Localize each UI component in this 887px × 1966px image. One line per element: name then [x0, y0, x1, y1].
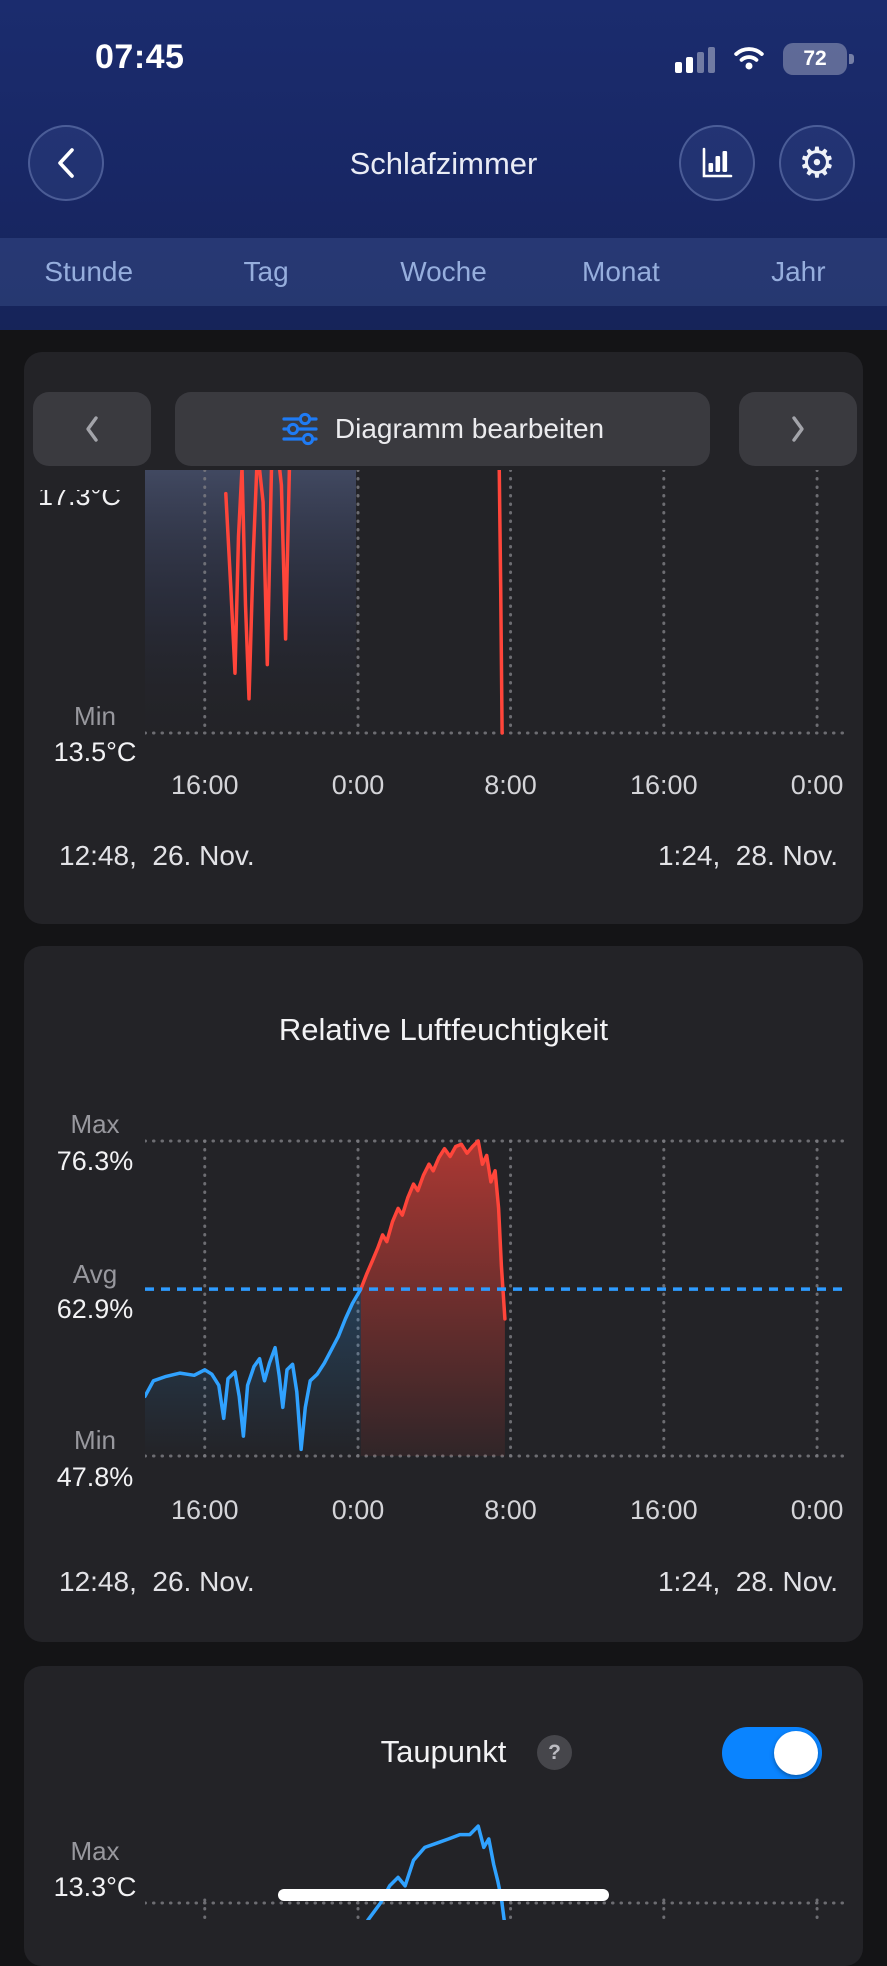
x-tick-label: 16:00 — [630, 770, 698, 800]
help-button[interactable]: ? — [537, 1735, 572, 1770]
humidity-title: Relative Luftfeuchtigkeit — [278, 1012, 609, 1047]
x-tick-label: 0:00 — [790, 1495, 844, 1525]
edit-chart-label: Diagramm bearbeiten — [334, 413, 605, 444]
time-range-tabs: Stunde Tag Woche Monat Jahr — [0, 238, 887, 306]
next-chart-button[interactable] — [739, 392, 857, 466]
chevron-left-icon — [86, 416, 98, 442]
toggle-knob — [774, 1731, 818, 1775]
humidity-chart — [145, 1139, 848, 1458]
temperature-min-value: 13.5°C — [53, 737, 137, 767]
x-tick-label: 8:00 — [484, 770, 537, 800]
top-header-section: 07:45 72 Schlafzimmer ⚙ Stunde Tag Woc — [0, 0, 887, 330]
humidity-min-label: Min — [74, 1425, 116, 1455]
dewpoint-toggle[interactable] — [722, 1727, 822, 1779]
temperature-range-start: 12:48, 26. Nov. — [59, 840, 255, 871]
humidity-min-value: 47.8% — [56, 1462, 134, 1492]
x-tick-label: 0:00 — [790, 770, 844, 800]
humidity-avg-label: Avg — [72, 1259, 118, 1289]
x-tick-label: 0:00 — [331, 1495, 385, 1525]
home-indicator[interactable] — [278, 1889, 609, 1901]
humidity-avg-value: 62.9% — [56, 1294, 134, 1324]
x-tick-label: 16:00 — [630, 1495, 698, 1525]
x-tick-label: 0:00 — [331, 770, 385, 800]
gear-icon: ⚙ — [798, 139, 836, 186]
status-time: 07:45 — [95, 38, 185, 76]
status-icons: 72 — [675, 42, 854, 76]
tab-jahr[interactable]: Jahr — [771, 256, 826, 287]
temperature-max-value-clipped: 17.3°C — [38, 490, 121, 511]
dewpoint-max-label: Max — [70, 1836, 120, 1866]
chevron-right-icon — [792, 416, 804, 442]
dewpoint-max-value: 13.3°C — [53, 1872, 137, 1902]
temperature-chart — [145, 470, 848, 735]
tab-woche[interactable]: Woche — [400, 256, 487, 287]
chart-view-button[interactable] — [679, 125, 755, 201]
humidity-range-end: 1:24, 28. Nov. — [657, 1566, 838, 1597]
previous-chart-button[interactable] — [33, 392, 151, 466]
humidity-max-label: Max — [70, 1109, 120, 1139]
edit-chart-button[interactable]: Diagramm bearbeiten — [175, 392, 710, 466]
tab-stunde[interactable]: Stunde — [44, 256, 134, 287]
sliders-icon — [282, 412, 318, 446]
dewpoint-chart — [145, 1824, 848, 1920]
back-button[interactable] — [28, 125, 104, 201]
chevron-left-icon — [58, 148, 74, 178]
tab-tag[interactable]: Tag — [243, 256, 289, 287]
x-tick-label: 8:00 — [484, 1495, 537, 1525]
page-title: Schlafzimmer — [349, 146, 538, 181]
dewpoint-card — [24, 1666, 863, 1966]
bar-chart-icon — [702, 147, 733, 178]
tab-monat[interactable]: Monat — [582, 256, 660, 287]
settings-button[interactable]: ⚙ — [779, 125, 855, 201]
x-tick-label: 16:00 — [170, 770, 239, 800]
humidity-max-value: 76.3% — [56, 1146, 134, 1176]
wifi-icon — [731, 43, 767, 75]
dewpoint-title: Taupunkt — [380, 1734, 507, 1769]
battery-icon: 72 — [783, 43, 854, 75]
temperature-range-end: 1:24, 28. Nov. — [657, 840, 838, 871]
cellular-signal-icon — [675, 45, 715, 73]
temperature-min-label: Min — [74, 701, 116, 731]
x-tick-label: 16:00 — [170, 1495, 239, 1525]
humidity-range-start: 12:48, 26. Nov. — [59, 1566, 255, 1597]
